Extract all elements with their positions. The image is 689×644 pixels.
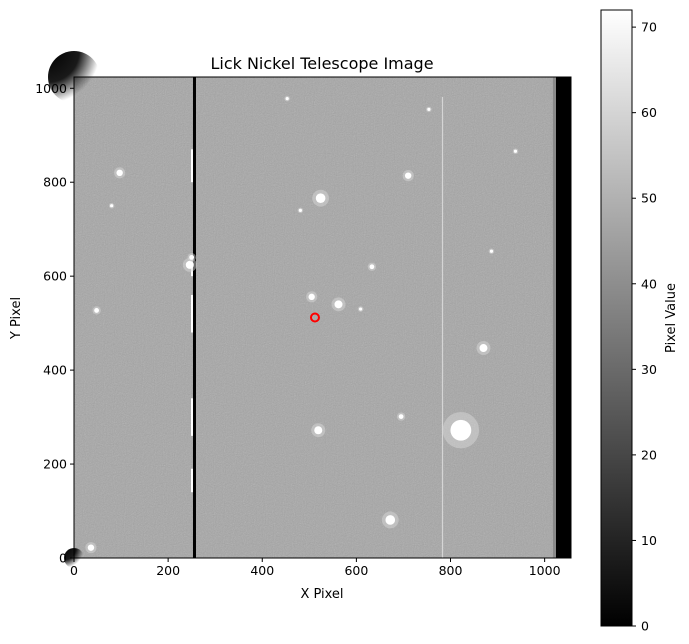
y-axis-label: Y Pixel <box>9 297 24 340</box>
y-tick-label: 1000 <box>35 81 67 96</box>
image-area <box>48 51 572 568</box>
bad-column-dead <box>192 77 196 558</box>
y-tick-label: 200 <box>43 457 67 472</box>
y-tick-label: 0 <box>59 551 67 566</box>
y-tick-label: 600 <box>43 269 67 284</box>
star <box>398 414 404 420</box>
star <box>110 204 114 208</box>
star <box>359 307 363 311</box>
image-noise <box>74 77 571 558</box>
star <box>314 426 323 435</box>
colorbar: 0 10 20 30 40 50 60 70 Pixel Value <box>600 9 679 634</box>
star <box>87 544 95 551</box>
x-axis-label: X Pixel <box>300 587 343 602</box>
star <box>513 149 518 153</box>
star <box>334 300 343 309</box>
bad-column-bright-segment <box>190 294 193 333</box>
colorbar-tick-label: 60 <box>641 105 657 120</box>
x-tick-label: 400 <box>250 563 274 578</box>
star <box>116 169 123 177</box>
star <box>185 260 194 269</box>
bad-column-bright-segment <box>190 149 193 183</box>
star <box>427 107 431 112</box>
star <box>189 254 195 260</box>
colorbar-tick-label: 70 <box>641 20 657 35</box>
colorbar-label: Pixel Value <box>664 283 679 353</box>
dark-edge-region <box>555 77 571 558</box>
y-tick-label: 400 <box>43 363 67 378</box>
star <box>489 249 494 253</box>
star <box>450 419 472 441</box>
x-tick-label: 800 <box>439 563 463 578</box>
star <box>285 97 289 101</box>
bad-column-bright-segment <box>190 398 193 436</box>
x-axis-ticks: 0 200 400 600 800 1000 <box>70 558 561 578</box>
bad-column-faint <box>441 97 444 558</box>
image-frame <box>73 76 572 559</box>
y-tick-label: 800 <box>43 175 67 190</box>
colorbar-tick-label: 0 <box>641 619 649 634</box>
edge-gradient-strip <box>552 77 556 558</box>
chart-title: Lick Nickel Telescope Image <box>210 54 433 73</box>
star <box>369 264 375 270</box>
bad-column-bright-segment <box>190 468 193 493</box>
star <box>385 515 396 525</box>
colorbar-ticks: 0 10 20 30 40 50 60 70 <box>632 20 657 634</box>
y-axis-ticks: 0 200 400 600 800 1000 <box>35 81 74 566</box>
star <box>479 344 488 353</box>
star <box>298 208 302 213</box>
colorbar-tick-label: 50 <box>641 191 657 206</box>
star <box>315 193 326 203</box>
x-tick-label: 200 <box>156 563 180 578</box>
target-marker <box>309 312 320 323</box>
x-tick-label: 0 <box>70 563 78 578</box>
star <box>94 308 99 313</box>
x-tick-label: 1000 <box>529 563 561 578</box>
star <box>308 293 315 301</box>
colorbar-tick-label: 20 <box>641 447 657 462</box>
x-tick-label: 600 <box>344 563 368 578</box>
colorbar-gradient <box>600 9 633 627</box>
star <box>404 172 412 179</box>
colorbar-tick-label: 10 <box>641 533 657 548</box>
colorbar-tick-label: 30 <box>641 362 657 377</box>
colorbar-tick-label: 40 <box>641 276 657 291</box>
